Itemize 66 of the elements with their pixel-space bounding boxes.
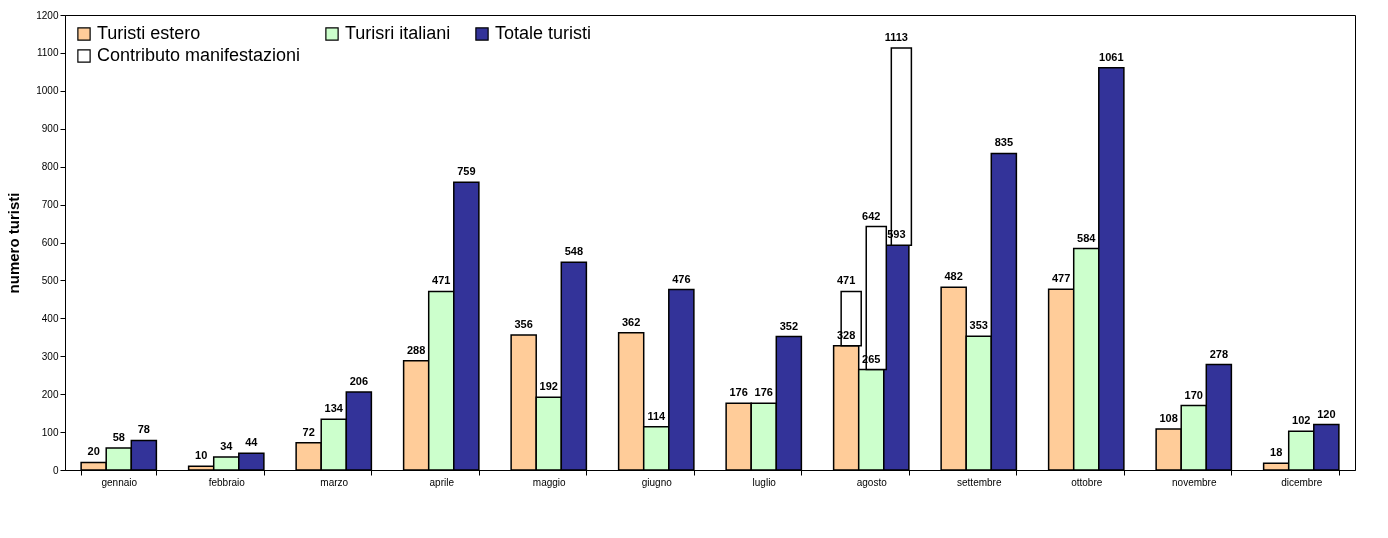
data-label: 356 xyxy=(514,318,533,331)
x-tick-label: marzo xyxy=(320,476,349,488)
x-tick-label: maggio xyxy=(532,476,567,488)
data-label: 102 xyxy=(1292,414,1311,427)
y-tick-label: 200 xyxy=(41,388,59,400)
data-label: 44 xyxy=(245,436,259,449)
y-tick-label: 300 xyxy=(41,350,59,362)
legend-label: Totale turisti xyxy=(495,23,592,43)
x-tick-label: agosto xyxy=(856,476,888,488)
data-label: 1061 xyxy=(1099,50,1124,63)
data-label: 835 xyxy=(994,136,1014,149)
data-label: 288 xyxy=(406,343,426,356)
y-tick-label: 800 xyxy=(41,161,59,173)
data-label: 1113 xyxy=(884,30,908,43)
data-label: 78 xyxy=(137,423,150,436)
data-label: 176 xyxy=(729,386,748,399)
y-tick-label: 1200 xyxy=(36,9,59,21)
y-tick-label: 100 xyxy=(41,426,59,438)
data-label: 108 xyxy=(1159,412,1178,425)
data-label: 584 xyxy=(1077,231,1097,244)
data-label: 548 xyxy=(564,245,584,258)
x-tick-label: aprile xyxy=(429,476,455,488)
data-label: 477 xyxy=(1051,272,1071,285)
data-label: 476 xyxy=(672,272,691,285)
y-tick-label: 1100 xyxy=(36,47,59,59)
data-label: 170 xyxy=(1184,388,1203,401)
x-tick-label: dicembre xyxy=(1281,476,1323,488)
x-tick-label: novembre xyxy=(1172,476,1217,488)
data-label: 482 xyxy=(944,270,963,283)
data-label: 192 xyxy=(539,380,558,393)
y-tick-label: 900 xyxy=(41,123,59,135)
y-tick-label: 500 xyxy=(41,274,59,286)
x-tick-label: luglio xyxy=(752,476,777,488)
data-label: 20 xyxy=(87,445,100,458)
y-tick-label: 400 xyxy=(41,312,59,324)
data-label: 72 xyxy=(302,425,315,438)
x-tick-label: febbraio xyxy=(208,476,246,488)
x-tick-label: giugno xyxy=(641,476,673,488)
data-label: 471 xyxy=(432,274,451,287)
data-label: 58 xyxy=(112,431,125,444)
y-tick-label: 600 xyxy=(41,237,59,248)
x-tick-label: settembre xyxy=(957,476,1002,488)
data-label: 10 xyxy=(195,449,208,462)
x-tick-label: ottobre xyxy=(1071,476,1103,488)
x-tick-label: gennaio xyxy=(101,476,138,488)
data-label: 353 xyxy=(969,319,988,332)
y-tick-label: 700 xyxy=(41,199,59,211)
data-label: 34 xyxy=(220,440,234,453)
data-label: 18 xyxy=(1270,446,1283,459)
data-label: 120 xyxy=(1317,407,1336,420)
data-label: 206 xyxy=(349,374,369,387)
data-label: 471 xyxy=(836,274,856,287)
legend-label: Contributo manifestazioni xyxy=(97,45,301,65)
data-label: 352 xyxy=(779,319,799,332)
y-axis-title: numero turisti xyxy=(5,192,23,294)
data-label: 759 xyxy=(457,165,476,178)
legend-label: Turisti estero xyxy=(97,23,201,43)
data-label: 176 xyxy=(754,386,773,399)
y-tick-label: 0 xyxy=(52,464,59,476)
data-label: 134 xyxy=(324,402,344,415)
data-label: 114 xyxy=(647,409,666,422)
data-label: 362 xyxy=(621,315,641,328)
data-label: 278 xyxy=(1209,347,1229,360)
legend-label: Turisri italiani xyxy=(345,23,451,43)
data-label: 642 xyxy=(862,209,881,222)
y-tick-label: 1000 xyxy=(36,85,59,97)
